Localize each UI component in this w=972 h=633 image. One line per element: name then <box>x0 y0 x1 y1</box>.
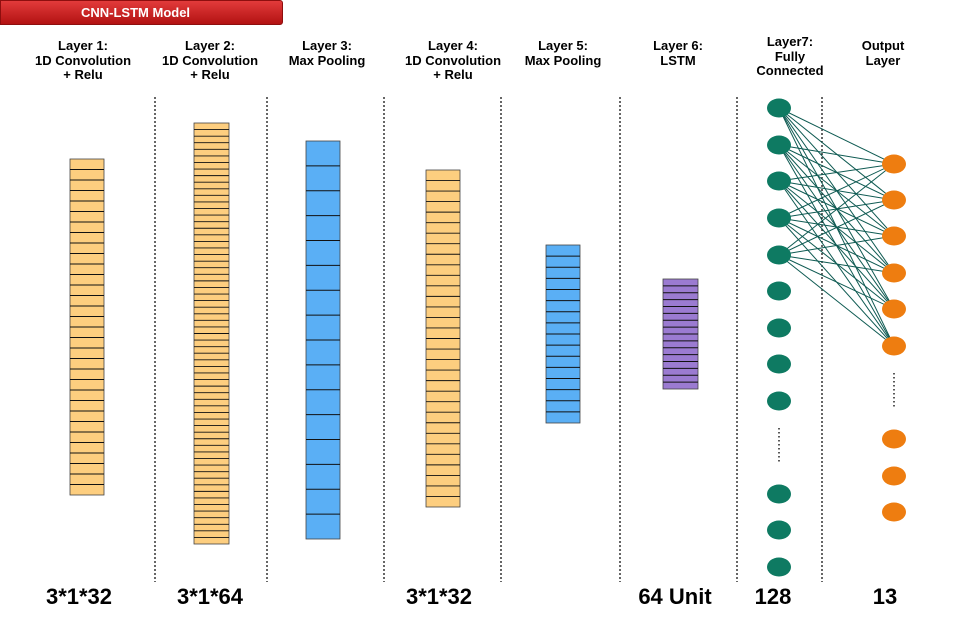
output-node <box>882 336 906 356</box>
output-node <box>882 429 906 449</box>
layer1-label: Layer 1: 1D Convolution + Relu <box>34 38 132 82</box>
output-node <box>882 226 906 246</box>
fc-connection <box>778 199 895 256</box>
layer3-label: Layer 3: Max Pooling <box>288 38 366 68</box>
fc-node <box>767 318 791 338</box>
fc-connection <box>778 107 895 165</box>
fc-node <box>767 245 791 265</box>
output-node <box>882 466 906 486</box>
fc-node <box>767 98 791 118</box>
fc-connection <box>778 144 895 165</box>
layer5-label: Layer 5: Max Pooling <box>524 38 602 68</box>
layer2-label: Layer 2: 1D Convolution + Relu <box>161 38 259 82</box>
layer6-label: Layer 6: LSTM <box>653 38 703 68</box>
output-node <box>882 299 906 319</box>
output-node <box>882 190 906 210</box>
fc-connection <box>778 254 895 347</box>
fc-node <box>767 281 791 301</box>
output-node <box>882 502 906 522</box>
layer4-size: 3*1*32 <box>405 584 473 609</box>
model-title-banner: CNN-LSTM Model <box>0 0 283 25</box>
output-layer-label: Output Layer <box>861 38 905 68</box>
layer4-label: Layer 4: 1D Convolution + Relu <box>404 38 502 82</box>
output-node <box>882 154 906 174</box>
fc-connection <box>778 254 895 274</box>
layer2-size: 3*1*64 <box>176 584 244 609</box>
fc-node <box>767 208 791 228</box>
fc-connection <box>778 254 895 310</box>
layer7-label: Layer7: Fully Connected <box>756 34 824 78</box>
layer6-size: 64 Unit <box>638 584 712 609</box>
layer7-size: 128 <box>754 584 792 609</box>
output-size: 13 <box>872 584 898 609</box>
fc-node <box>767 557 791 577</box>
fc-node <box>767 391 791 411</box>
fc-node <box>767 135 791 155</box>
fc-node <box>767 520 791 540</box>
output-node <box>882 263 906 283</box>
layer1-size: 3*1*32 <box>45 584 113 609</box>
fc-node <box>767 171 791 191</box>
fc-connection <box>778 163 895 182</box>
fc-connection <box>778 163 895 256</box>
fc-connection <box>778 163 895 219</box>
fc-node <box>767 354 791 374</box>
fc-node <box>767 484 791 504</box>
fc-connection <box>778 235 895 256</box>
